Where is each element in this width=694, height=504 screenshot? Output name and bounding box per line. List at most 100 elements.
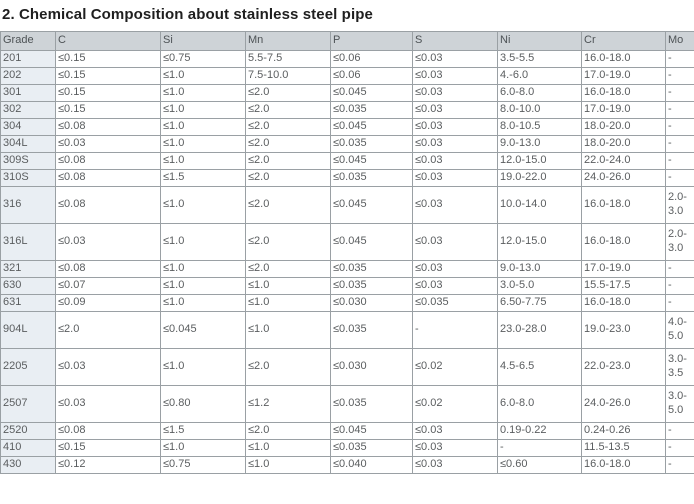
value-cell: ≤2.0: [245, 186, 331, 224]
table-row: 310S ≤0.08 ≤1.5 ≤2.0 ≤0.035 ≤0.03 19.0-22.0 24.…: [0, 169, 694, 187]
table-row: 201 ≤0.15 ≤0.75 5.5-7.5 ≤0.06 ≤0.03 3.5-5.5 16.…: [0, 50, 694, 68]
value-cell: ≤2.0: [245, 101, 331, 119]
value-cell: ≤0.03: [412, 456, 498, 474]
value-cell: ≤2.0: [245, 135, 331, 153]
value-cell: ≤1.0: [160, 118, 246, 136]
value-cell: ≤1.0: [245, 456, 331, 474]
value-cell: ≤0.06: [330, 50, 413, 68]
value-cell: ≤2.0: [245, 422, 331, 440]
value-cell: 12.0-15.0: [497, 152, 582, 170]
value-cell: ≤0.03: [412, 67, 498, 85]
value-cell: ≤0.03: [412, 422, 498, 440]
grade-cell: 304: [0, 118, 56, 136]
value-cell: ≤0.045: [160, 311, 246, 349]
table-row: 2520 ≤0.08 ≤1.5 ≤2.0 ≤0.045 ≤0.03 0.19-0.22 0.2…: [0, 422, 694, 440]
value-cell: -: [665, 422, 694, 440]
value-cell: ≤1.0: [160, 348, 246, 386]
value-cell: ≤1.5: [160, 169, 246, 187]
value-cell: ≤1.0: [245, 294, 331, 312]
value-cell: ≤0.12: [55, 456, 161, 474]
value-cell: 8.0-10.0: [497, 101, 582, 119]
table-row: 410 ≤0.15 ≤1.0 ≤1.0 ≤0.035 ≤0.03-11.5-13.5-: [0, 439, 694, 457]
value-cell: ≤0.035: [412, 294, 498, 312]
grade-cell: 904L: [0, 311, 56, 349]
value-cell: ≤2.0: [245, 84, 331, 102]
value-cell: 16.0-18.0: [581, 294, 666, 312]
value-cell: 23.0-28.0: [497, 311, 582, 349]
value-cell: ≤0.80: [160, 385, 246, 423]
grade-cell: 309S: [0, 152, 56, 170]
value-cell: -: [497, 439, 582, 457]
value-cell: ≤0.08: [55, 422, 161, 440]
grade-cell: 310S: [0, 169, 56, 187]
value-cell: ≤0.035: [330, 385, 413, 423]
table-row: 631 ≤0.09 ≤1.0 ≤1.0 ≤0.030 ≤0.035 6.50-7.75 16.…: [0, 294, 694, 312]
value-cell: ≤2.0: [245, 118, 331, 136]
value-cell: ≤2.0: [245, 260, 331, 278]
value-cell: 2.0-3.0: [665, 223, 694, 261]
value-cell: ≤0.03: [412, 50, 498, 68]
value-cell: ≤0.03: [55, 135, 161, 153]
grade-cell: 301: [0, 84, 56, 102]
value-cell: ≤0.045: [330, 152, 413, 170]
value-cell: ≤0.75: [160, 456, 246, 474]
column-header-grade: Grade: [0, 31, 56, 51]
grade-cell: 2507: [0, 385, 56, 423]
value-cell: 15.5-17.5: [581, 277, 666, 295]
value-cell: ≤1.2: [245, 385, 331, 423]
value-cell: 11.5-13.5: [581, 439, 666, 457]
table-row: 304L ≤0.03 ≤1.0 ≤2.0 ≤0.035 ≤0.03 9.0-13.0 18.0…: [0, 135, 694, 153]
value-cell: ≤0.03: [412, 84, 498, 102]
value-cell: ≤0.15: [55, 67, 161, 85]
value-cell: 16.0-18.0: [581, 456, 666, 474]
value-cell: 17.0-19.0: [581, 260, 666, 278]
value-cell: ≤0.030: [330, 294, 413, 312]
value-cell: 10.0-14.0: [497, 186, 582, 224]
value-cell: ≤1.0: [160, 186, 246, 224]
value-cell: ≤1.0: [160, 152, 246, 170]
value-cell: ≤2.0: [55, 311, 161, 349]
grade-cell: 2520: [0, 422, 56, 440]
chemical-composition-table: Grade C Si Mn P S Ni Cr Mo 201 ≤0.15 ≤0.75 5.5-7.5 ≤…: [0, 31, 694, 474]
grade-cell: 302: [0, 101, 56, 119]
value-cell: ≤0.03: [412, 260, 498, 278]
value-cell: ≤0.045: [330, 186, 413, 224]
value-cell: ≤1.0: [160, 101, 246, 119]
value-cell: ≤0.045: [330, 422, 413, 440]
value-cell: 18.0-20.0: [581, 135, 666, 153]
value-cell: -: [665, 118, 694, 136]
value-cell: 3.5-5.5: [497, 50, 582, 68]
grade-cell: 2205: [0, 348, 56, 386]
table-row: 302 ≤0.15 ≤1.0 ≤2.0 ≤0.035 ≤0.03 8.0-10.0 17.0-…: [0, 101, 694, 119]
value-cell: ≤0.035: [330, 101, 413, 119]
table-row: 316L ≤0.03 ≤1.0 ≤2.0 ≤0.045 ≤0.03 12.0-15.0 16.…: [0, 223, 694, 261]
value-cell: -: [665, 84, 694, 102]
value-cell: ≤1.5: [160, 422, 246, 440]
value-cell: -: [665, 169, 694, 187]
column-header-mo: Mo: [665, 31, 694, 51]
column-header-s: S: [412, 31, 498, 51]
value-cell: -: [665, 456, 694, 474]
value-cell: -: [665, 294, 694, 312]
value-cell: ≤0.75: [160, 50, 246, 68]
value-cell: 2.0-3.0: [665, 186, 694, 224]
table-row: 301 ≤0.15 ≤1.0 ≤2.0 ≤0.045 ≤0.03 6.0-8.0 16.0-1…: [0, 84, 694, 102]
value-cell: ≤0.03: [412, 223, 498, 261]
page: 2. Chemical Composition about stainless …: [0, 6, 694, 474]
value-cell: 17.0-19.0: [581, 101, 666, 119]
value-cell: 22.0-23.0: [581, 348, 666, 386]
value-cell: ≤1.0: [160, 294, 246, 312]
value-cell: ≤0.03: [412, 277, 498, 295]
value-cell: -: [665, 67, 694, 85]
value-cell: ≤0.03: [55, 223, 161, 261]
value-cell: 12.0-15.0: [497, 223, 582, 261]
value-cell: ≤0.15: [55, 439, 161, 457]
value-cell: 7.5-10.0: [245, 67, 331, 85]
value-cell: ≤0.08: [55, 186, 161, 224]
value-cell: -: [665, 152, 694, 170]
table-row: 321 ≤0.08 ≤1.0 ≤2.0 ≤0.035 ≤0.03 9.0-13.0 17.0-…: [0, 260, 694, 278]
value-cell: ≤1.0: [160, 84, 246, 102]
value-cell: 24.0-26.0: [581, 169, 666, 187]
value-cell: 9.0-13.0: [497, 135, 582, 153]
grade-cell: 316: [0, 186, 56, 224]
